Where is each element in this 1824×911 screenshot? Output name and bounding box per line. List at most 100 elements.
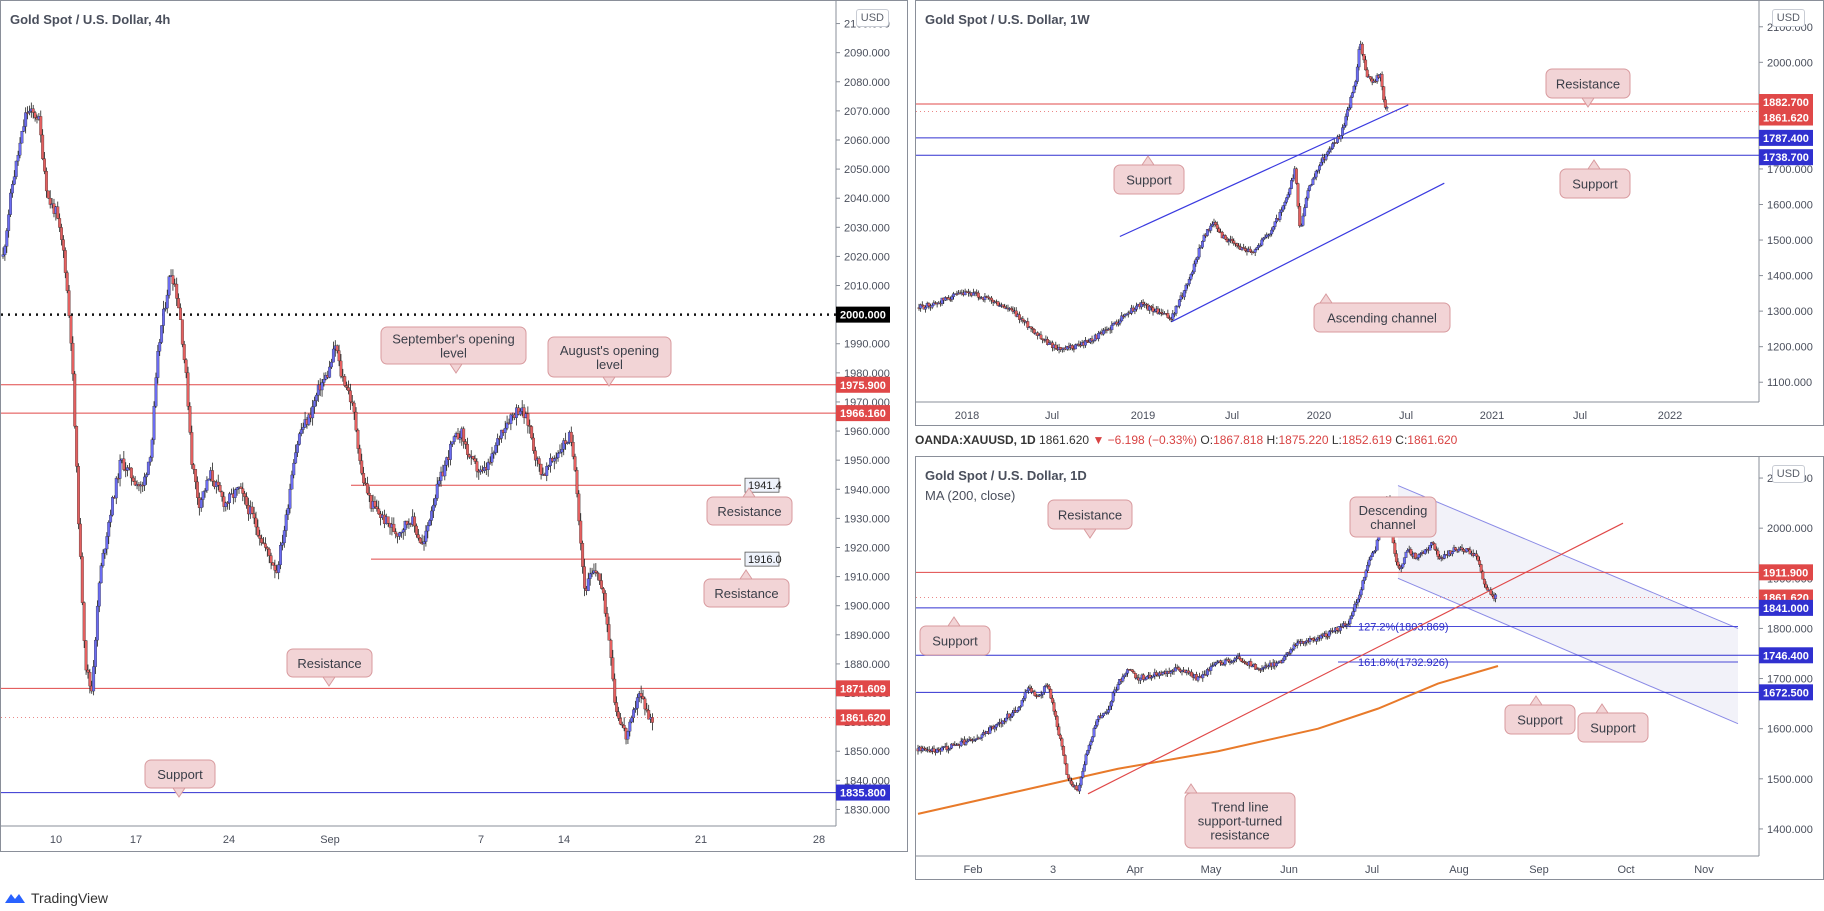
candle-body <box>1227 240 1231 242</box>
candle-body <box>1335 627 1339 631</box>
candle-body <box>1206 669 1210 676</box>
candle-body <box>1081 771 1085 778</box>
candle-body <box>347 387 350 391</box>
candle-body <box>148 457 152 463</box>
gold-4h-chart-panel[interactable]: 1830.0001840.0001850.0001860.0001870.000… <box>0 0 908 852</box>
candle-body <box>399 531 403 534</box>
candle-body <box>95 605 99 641</box>
candle-body <box>475 461 479 472</box>
candle-body <box>1242 247 1246 249</box>
candle-body <box>601 588 605 594</box>
x-tick-label: 2018 <box>955 410 979 422</box>
candle-body <box>73 373 77 427</box>
candle-body <box>990 297 993 301</box>
candle-body <box>118 460 122 479</box>
callout-ascending-channel[interactable]: Ascending channel <box>1313 293 1451 333</box>
currency-button-weekly[interactable]: USD <box>1771 9 1805 27</box>
candle-body <box>1370 552 1374 557</box>
callout-support-daily-left[interactable]: Support <box>919 616 991 656</box>
candle-body <box>532 437 535 451</box>
candle-body <box>932 302 936 306</box>
candle-body <box>528 425 532 427</box>
candle-body <box>41 134 45 159</box>
candle-body <box>1242 661 1246 663</box>
callout-pointer <box>742 487 756 498</box>
callout-resistance-1941[interactable]: Resistance <box>706 487 793 526</box>
candle-body <box>1023 692 1027 699</box>
callout-resistance-1871[interactable]: Resistance <box>286 648 373 687</box>
callout-resistance-daily[interactable]: Resistance <box>1047 499 1133 539</box>
candle-body <box>1414 552 1418 559</box>
candle-body <box>1106 709 1110 713</box>
gold-weekly-chart[interactable]: 1100.000 1200.000 1300.000 1400.000 1500.000… <box>916 1 1824 426</box>
channel-upper-line[interactable] <box>1119 104 1409 238</box>
candle-body <box>105 536 109 550</box>
callout-resistance-1916[interactable]: Resistance <box>703 569 790 608</box>
legend-symbol[interactable]: OANDA:XAUUSD, 1D <box>915 433 1036 447</box>
callout-text: Support <box>1572 177 1618 192</box>
candle-body <box>1350 615 1354 620</box>
candle-body <box>1311 178 1315 185</box>
candle-body <box>163 307 167 310</box>
currency-button-4h[interactable]: USD <box>855 9 889 27</box>
ma-200-line[interactable] <box>917 665 1499 815</box>
callout-text: Resistance <box>1556 77 1620 92</box>
price-tag-label: 1672.500 <box>1763 687 1809 699</box>
candle-body <box>258 535 262 539</box>
gold-weekly-chart-panel[interactable]: 1100.000 1200.000 1300.000 1400.000 1500.000… <box>915 0 1824 426</box>
candle-body <box>1324 633 1328 637</box>
trend-line[interactable] <box>1087 522 1624 795</box>
callout-support-1835[interactable]: Support <box>144 759 216 798</box>
gold-4h-chart[interactable]: 1830.0001840.0001850.0001860.0001870.000… <box>1 1 908 852</box>
candle-body <box>1369 76 1373 80</box>
candle-body <box>375 506 379 509</box>
descending-channel-lower[interactable] <box>1397 577 1739 725</box>
price-tag-label: 1871.609 <box>840 683 886 695</box>
candle-body <box>964 741 968 745</box>
gold-daily-chart-panel[interactable]: 1400.000 1500.000 1600.000 1700.000 1800.000… <box>915 456 1824 880</box>
callout-support-daily-mid[interactable]: Support <box>1504 695 1576 735</box>
callout-resistance-weekly[interactable]: Resistance <box>1545 68 1631 108</box>
candle-body <box>966 740 970 743</box>
channel-lower-line[interactable] <box>1171 182 1445 323</box>
candle-body <box>924 307 928 310</box>
price-tag-bg <box>836 376 890 393</box>
x-tick-label: Nov <box>1694 864 1714 876</box>
candle-body <box>339 360 343 377</box>
y-tick-label: 1880.000 <box>844 659 890 671</box>
y-tick-label: 2050.000 <box>844 164 890 176</box>
candle-body <box>1326 151 1330 155</box>
candle-body <box>22 126 26 132</box>
callout-support-weekly-right[interactable]: Support <box>1559 159 1631 199</box>
candle-body <box>1042 686 1046 693</box>
candle-body <box>993 727 997 730</box>
candle-body <box>1154 672 1158 676</box>
candle-body <box>1466 548 1470 550</box>
y-tick-label: 1830.000 <box>844 804 890 816</box>
y-tick-label: 1400.000 <box>1767 824 1813 836</box>
candle-body <box>250 506 254 514</box>
price-tag-label: 1975.900 <box>840 380 886 392</box>
candle-body <box>1303 207 1307 217</box>
y-tick-label: 1300.000 <box>1767 306 1813 318</box>
candle-body <box>1294 168 1298 184</box>
candle-body <box>598 573 602 581</box>
candle-body <box>1367 559 1371 566</box>
gold-daily-chart[interactable]: 1400.000 1500.000 1600.000 1700.000 1800.000… <box>916 457 1824 880</box>
descending-channel-upper[interactable] <box>1397 485 1739 629</box>
callout-text: August's opening <box>560 343 659 358</box>
callout-support-daily-right[interactable]: Support <box>1577 703 1649 743</box>
candle-body <box>1329 148 1333 150</box>
ma-indicator-label[interactable]: MA (200, close) <box>925 488 1016 503</box>
candle-body <box>160 325 164 343</box>
currency-button-daily[interactable]: USD <box>1771 465 1805 483</box>
candle-body <box>952 293 956 297</box>
callout-support-weekly-left[interactable]: Support <box>1113 155 1185 195</box>
callout-box <box>1577 712 1649 743</box>
candle-body <box>94 639 97 667</box>
candle-body <box>505 422 509 429</box>
